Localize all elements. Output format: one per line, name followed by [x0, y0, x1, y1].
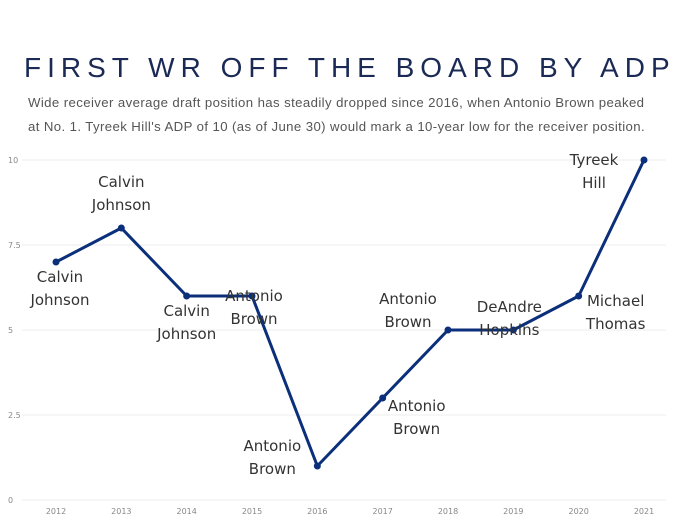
y-tick-label: 10 — [8, 156, 18, 165]
x-tick-label: 2015 — [242, 507, 262, 516]
y-tick-label: 5 — [8, 326, 13, 335]
x-tick-label: 2021 — [634, 507, 654, 516]
data-point — [117, 224, 125, 232]
point-label: Hopkins — [479, 321, 539, 339]
data-line — [55, 159, 646, 468]
point-label: Tyreek — [569, 151, 619, 169]
data-point — [248, 292, 256, 300]
point-label: Calvin — [98, 173, 144, 191]
point-label: Antonio — [225, 287, 283, 305]
data-point — [52, 258, 60, 266]
x-tick-label: 2019 — [503, 507, 523, 516]
x-tick-label: 2012 — [46, 507, 66, 516]
data-point — [183, 292, 191, 300]
point-label: Johnson — [29, 291, 89, 309]
y-tick-label: 0 — [8, 496, 13, 505]
point-label: Calvin — [37, 268, 83, 286]
data-point — [313, 462, 321, 470]
x-tick-label: 2018 — [438, 507, 458, 516]
x-tick-label: 2020 — [568, 507, 588, 516]
x-tick-label: 2014 — [176, 507, 196, 516]
y-tick-label: 7.5 — [8, 241, 21, 250]
point-label: Brown — [230, 310, 277, 328]
chart-subtitle: at No. 1. Tyreek Hill's ADP of 10 (as of… — [28, 119, 645, 134]
point-label: Calvin — [163, 302, 209, 320]
data-point — [379, 394, 387, 402]
point-label: Johnson — [156, 325, 216, 343]
point-label: Thomas — [585, 315, 646, 333]
data-point — [640, 156, 648, 164]
x-tick-label: 2016 — [307, 507, 327, 516]
point-label: Johnson — [91, 196, 151, 214]
data-point — [444, 326, 452, 334]
data-point — [509, 326, 517, 334]
point-label: Brown — [249, 460, 296, 478]
chart-subtitle: Wide receiver average draft position has… — [28, 95, 644, 110]
point-label: Michael — [587, 292, 644, 310]
x-tick-label: 2013 — [111, 507, 131, 516]
point-label: Hill — [582, 174, 606, 192]
point-label: Brown — [393, 420, 440, 438]
point-label: Brown — [384, 313, 431, 331]
point-label: Antonio — [388, 397, 446, 415]
y-tick-label: 2.5 — [8, 411, 21, 420]
point-label: DeAndre — [477, 298, 542, 316]
x-tick-label: 2017 — [372, 507, 392, 516]
point-label: Antonio — [379, 290, 437, 308]
chart-title: FIRST WR OFF THE BOARD BY ADP — [24, 52, 676, 83]
point-label: Antonio — [243, 437, 301, 455]
data-point — [575, 292, 583, 300]
